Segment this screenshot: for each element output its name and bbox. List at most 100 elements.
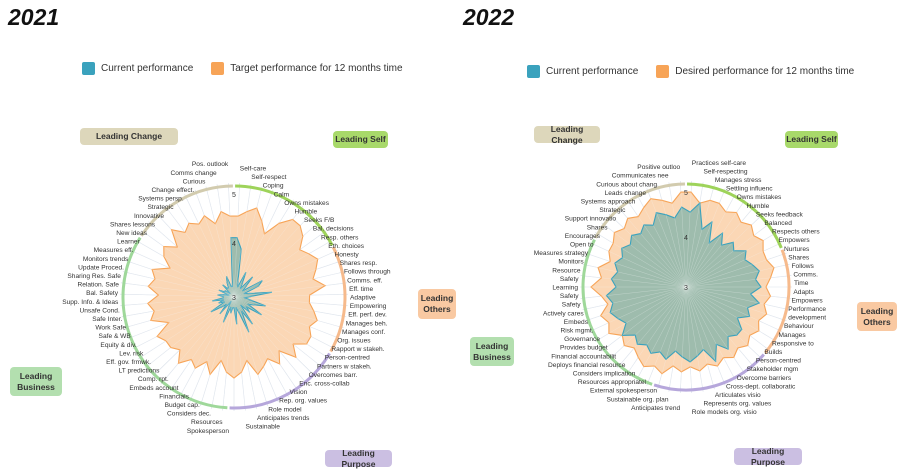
axis-label: Support innovatio [565, 216, 617, 223]
spoke-overlay [588, 286, 687, 309]
badge-leading-purpose: Leading Purpose [734, 446, 802, 467]
axis-label: Anticipates trend [631, 405, 680, 412]
spoke-overlay [233, 262, 337, 298]
current-point [227, 287, 229, 289]
target-point [220, 210, 222, 213]
spoke-overlay [168, 210, 235, 298]
axis-label: Manages conf. [342, 329, 385, 336]
spoke-overlay [685, 210, 751, 288]
target-point [168, 322, 170, 324]
spoke-overlay [595, 244, 687, 288]
axis-label: Learning [552, 285, 578, 292]
spoke-overlay [233, 296, 267, 401]
axis-label: Follows through [344, 269, 391, 276]
spoke-overlay [685, 187, 692, 288]
axis-label: Calm [274, 191, 290, 198]
spoke-overlay [233, 192, 261, 298]
target-point [718, 202, 720, 204]
target-point [151, 268, 153, 271]
spoke-overlay [680, 286, 687, 387]
target-point [305, 343, 308, 345]
target-point [302, 235, 304, 237]
legend-swatch-current [82, 62, 95, 75]
axis-label: Cross-dept. collaboratic [726, 383, 796, 390]
spoke-overlay [135, 252, 235, 298]
axis-label: Empowers [792, 297, 824, 304]
spoke-overlay [233, 296, 331, 347]
current-point [617, 317, 619, 320]
current-point [226, 287, 229, 289]
target-point [198, 223, 200, 225]
current-point [231, 285, 233, 287]
current-point [247, 303, 250, 305]
target-point [176, 246, 178, 248]
r-tick-label: 5 [684, 190, 688, 197]
target-point [689, 366, 691, 368]
axis-label: Honesty [335, 252, 360, 259]
axis-label: Sharing Res. Safe [67, 273, 121, 280]
spoke-overlay [621, 286, 687, 364]
target-point [608, 332, 610, 334]
target-point [324, 284, 326, 287]
target-point [650, 198, 652, 200]
current-point [212, 300, 214, 302]
spoke-overlay [685, 286, 713, 384]
current-point [696, 355, 698, 357]
current-point [617, 271, 619, 273]
current-point [240, 304, 242, 306]
axis-label: Measures eff. [94, 247, 134, 254]
spoke-overlay [629, 204, 687, 288]
current-point [605, 295, 608, 297]
legend-label: Desired performance for 12 months time [675, 66, 855, 77]
spoke-overlay [685, 286, 724, 380]
current-point [248, 331, 250, 333]
axis-label: Systems persp. [138, 196, 184, 203]
axis-label: Monitors trends [83, 256, 129, 263]
target-point [150, 319, 152, 322]
target-point [612, 242, 614, 244]
target-point [716, 365, 719, 367]
current-point [736, 334, 738, 336]
target-point [240, 371, 243, 373]
axis-label: Shares lessons [110, 221, 156, 228]
spoke-overlay [685, 286, 703, 386]
spoke-overlay [685, 190, 713, 288]
target-point [609, 260, 611, 263]
target-point [733, 356, 735, 358]
target-point [607, 303, 609, 305]
target-point [623, 344, 625, 347]
r-tick-label: 5 [232, 192, 236, 199]
spoke-overlay [648, 194, 687, 288]
current-point [226, 281, 228, 284]
target-point [763, 303, 765, 305]
target-point [722, 357, 725, 359]
axis-label: Represents org. values [704, 401, 773, 408]
spoke-overlay [233, 296, 339, 327]
target-point [163, 245, 165, 248]
current-point [625, 322, 627, 324]
group-arc-others [329, 246, 347, 353]
target-point [608, 322, 610, 324]
current-point [610, 278, 613, 280]
axis-label: Open to [570, 242, 594, 249]
current-point [251, 323, 253, 325]
target-point [147, 285, 149, 287]
spoke-overlay [233, 210, 300, 298]
current-point [230, 312, 232, 314]
axis-label: Encourages [565, 233, 601, 240]
axis-label: Eff. perf. dev. [348, 312, 387, 319]
spoke-overlay [685, 204, 743, 288]
axis-label: Strategic [147, 204, 174, 211]
target-point [310, 335, 312, 338]
target-point [209, 373, 211, 376]
current-point [222, 293, 225, 296]
axis-label: Risk mgmt. [561, 328, 594, 335]
axis-label: Curious about chang [596, 181, 657, 188]
legend-label: Target performance for 12 months time [230, 63, 403, 74]
spoke-overlay [680, 187, 687, 288]
spoke-overlay [191, 296, 235, 397]
current-point [745, 250, 747, 252]
spoke-overlay [606, 226, 687, 288]
axis-label: Seeks feedback [756, 211, 804, 218]
current-point [634, 334, 636, 336]
